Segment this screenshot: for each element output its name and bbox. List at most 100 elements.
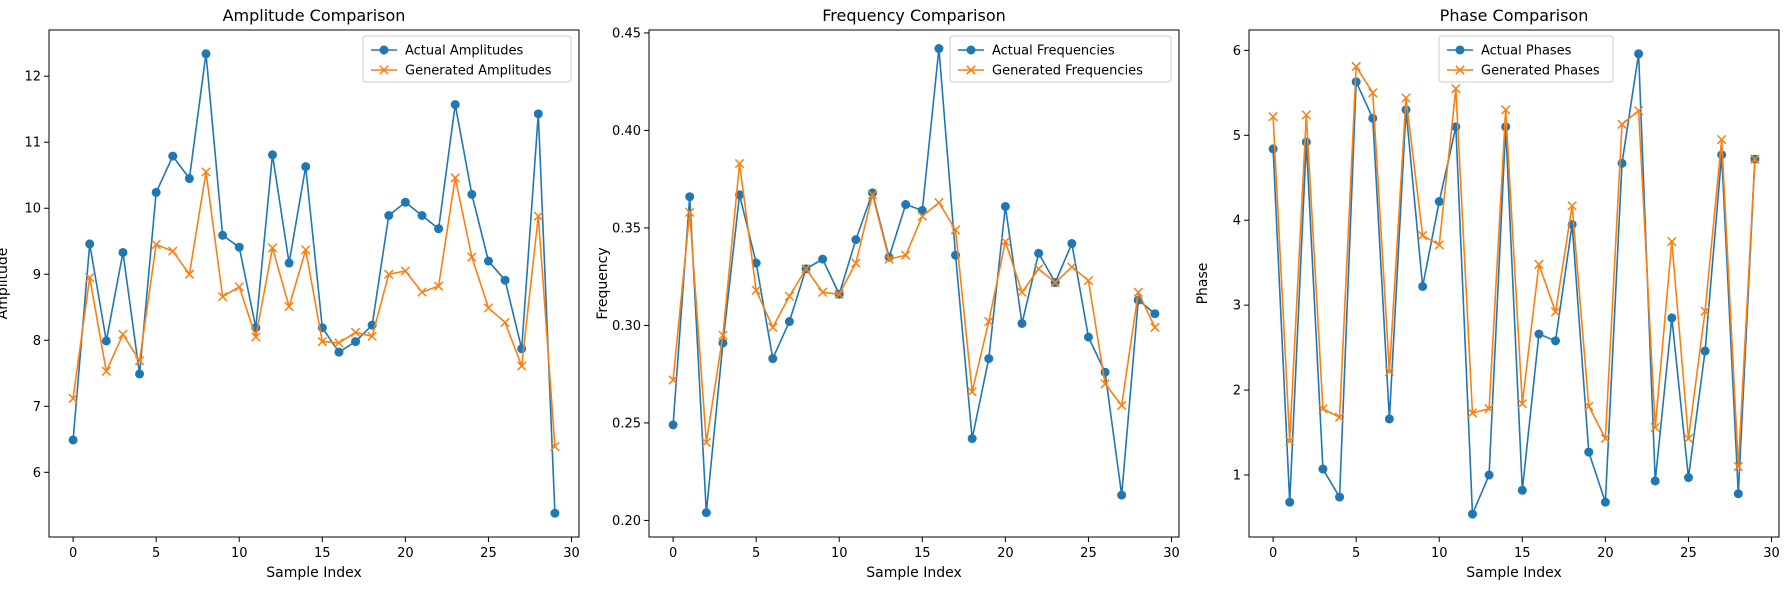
data-point [351, 337, 361, 347]
data-point [1517, 485, 1527, 495]
data-point [718, 330, 728, 340]
data-point [1034, 248, 1044, 258]
data-point [1567, 201, 1577, 211]
data-point [984, 316, 994, 327]
data-point [701, 508, 711, 518]
data-point [135, 369, 145, 379]
series-0 [1268, 49, 1760, 519]
data-point [1401, 93, 1411, 103]
data-point [433, 281, 444, 291]
data-point [483, 303, 494, 313]
data-point [1600, 497, 1610, 507]
legend-item: Generated Phases [1447, 64, 1600, 79]
y-tick-label: 9 [33, 268, 41, 283]
data-point [801, 264, 811, 274]
data-point [1650, 422, 1660, 433]
y-tick-label: 0.25 [612, 416, 641, 431]
y-axis-label: Frequency [595, 247, 611, 319]
series-1 [668, 158, 1160, 448]
x-tick-label: 5 [152, 546, 160, 561]
data-point [901, 200, 911, 210]
data-point [751, 285, 761, 296]
legend-box [362, 35, 572, 83]
data-point [400, 197, 410, 207]
data-point [367, 331, 377, 342]
data-point [768, 322, 778, 333]
data-point [1733, 489, 1743, 499]
data-point [550, 508, 560, 518]
data-point [1083, 275, 1094, 286]
series-line [1272, 52, 1756, 515]
data-point [1318, 464, 1328, 474]
x-tick-label: 15 [914, 546, 931, 561]
y-tick-label: 7 [33, 400, 41, 415]
legend-box [949, 35, 1172, 83]
x-axis-label: Sample Index [866, 565, 961, 581]
data-point [101, 366, 112, 377]
data-point [450, 100, 460, 110]
data-point [1434, 197, 1444, 207]
data-point [1100, 379, 1110, 389]
data-point [1033, 264, 1044, 274]
x-axis-label: Sample Index [266, 565, 361, 581]
x-tick-label: 20 [1597, 546, 1614, 561]
x-tick-label: 10 [1431, 546, 1448, 561]
data-point [1667, 236, 1677, 247]
y-tick-label: 11 [24, 136, 41, 151]
data-point [1467, 408, 1478, 418]
series-1 [1268, 61, 1760, 472]
data-point [934, 44, 944, 54]
data-point [1384, 414, 1394, 424]
x-tick-label: 25 [480, 546, 497, 561]
y-axis-label: Amplitude [0, 248, 11, 320]
data-point [334, 347, 344, 357]
data-point [1716, 134, 1727, 145]
x-tick-label: 20 [997, 546, 1014, 561]
data-point [1517, 398, 1528, 409]
series-line [672, 47, 1156, 514]
data-point [1667, 313, 1677, 323]
data-point [467, 189, 477, 199]
data-point [817, 287, 828, 298]
x-tick-label: 25 [1080, 546, 1097, 561]
y-tick-label: 0.45 [612, 26, 641, 41]
legend-marker [1455, 65, 1465, 75]
series-0 [668, 44, 1160, 518]
chart-title: Amplitude Comparison [223, 6, 406, 25]
data-point [950, 225, 961, 235]
x-tick-label: 25 [1680, 546, 1697, 561]
data-point [818, 254, 828, 264]
data-point [1484, 470, 1494, 480]
x-tick-label: 5 [1352, 546, 1360, 561]
data-point [917, 211, 928, 221]
plot-frame [1248, 29, 1780, 538]
data-point [1418, 281, 1428, 291]
data-point [500, 317, 510, 328]
x-tick-label: 30 [1163, 546, 1180, 561]
y-tick-label: 8 [33, 334, 41, 349]
data-point [301, 162, 311, 172]
data-point [1501, 122, 1511, 132]
data-point [467, 252, 477, 262]
data-point [350, 327, 361, 338]
data-point [1650, 476, 1660, 486]
data-point [417, 287, 427, 297]
data-point [1550, 307, 1561, 317]
y-tick-label: 0.35 [612, 221, 641, 236]
x-tick-label: 30 [1763, 546, 1780, 561]
y-tick-label: 2 [1233, 384, 1241, 399]
data-point [500, 275, 510, 285]
legend-item: Actual Amplitudes [371, 44, 523, 59]
data-point [984, 354, 994, 364]
legend: Actual Frequencies Generated Frequencies [949, 35, 1172, 83]
x-tick-label: 10 [231, 546, 248, 561]
data-point [1268, 111, 1278, 122]
legend-marker [966, 45, 976, 55]
data-point [1301, 137, 1311, 147]
data-point [867, 190, 878, 200]
data-point [1434, 240, 1444, 250]
y-tick-label: 6 [33, 466, 41, 481]
data-point [1150, 309, 1160, 319]
data-point [734, 158, 745, 169]
legend-label: Generated Amplitudes [405, 64, 552, 79]
